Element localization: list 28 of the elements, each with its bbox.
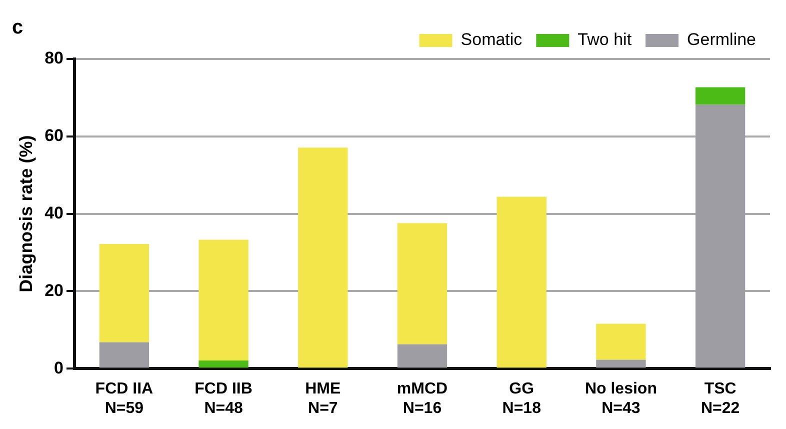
- y-tick-label: 40: [44, 203, 64, 222]
- bar: [397, 344, 448, 368]
- x-tick-label: No lesion N=43: [584, 380, 657, 417]
- x-tick-label: GG N=18: [502, 380, 542, 417]
- y-tick-label: 0: [54, 358, 64, 378]
- bar: [496, 196, 546, 368]
- bar: [99, 342, 150, 368]
- x-tick-label: HME N=7: [305, 380, 341, 417]
- bar: [298, 148, 348, 368]
- y-tick-label: 80: [44, 48, 64, 68]
- bar: [596, 324, 646, 360]
- bar: [397, 223, 448, 344]
- bar: [198, 240, 248, 360]
- bar: [198, 360, 248, 368]
- bar: [99, 244, 150, 342]
- legend-label: Germline: [687, 30, 756, 50]
- chart-title: c: [12, 16, 24, 39]
- legend-label: Somatic: [460, 30, 523, 50]
- x-tick-label: TSC N=22: [700, 380, 740, 417]
- legend-label: Two hit: [578, 30, 632, 50]
- bar: [596, 360, 646, 368]
- y-tick-label: 60: [44, 126, 64, 146]
- x-tick-label: mMCD N=16: [396, 380, 448, 417]
- bar: [695, 87, 746, 105]
- x-tick-label: FCD IIA N=59: [95, 380, 154, 417]
- x-tick-label: FCD IIB N=48: [194, 380, 252, 417]
- y-axis-title: Diagnosis rate (%): [16, 135, 36, 292]
- y-tick-label: 20: [44, 280, 64, 300]
